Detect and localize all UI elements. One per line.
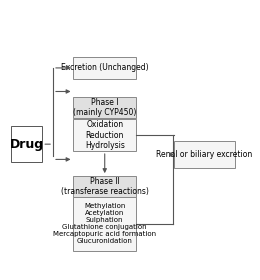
Text: Methylation
Acetylation
Sulphation
Glutathione conjugation
Mercaptopuric acid fo: Methylation Acetylation Sulphation Gluta… (53, 203, 156, 244)
FancyBboxPatch shape (74, 176, 136, 197)
FancyBboxPatch shape (74, 119, 136, 151)
Text: Phase I
(mainly CYP450): Phase I (mainly CYP450) (73, 98, 136, 117)
FancyBboxPatch shape (74, 57, 136, 79)
FancyBboxPatch shape (74, 97, 136, 118)
FancyBboxPatch shape (74, 197, 136, 251)
FancyBboxPatch shape (174, 141, 235, 168)
Text: Phase II
(transferase reactions): Phase II (transferase reactions) (61, 177, 149, 196)
Text: Drug: Drug (10, 138, 44, 151)
Text: Excretion (Unchanged): Excretion (Unchanged) (61, 64, 148, 73)
FancyBboxPatch shape (11, 126, 42, 162)
Text: Oxidation
Reduction
Hydrolysis: Oxidation Reduction Hydrolysis (85, 120, 125, 150)
Text: Renal or biliary excretion: Renal or biliary excretion (156, 150, 253, 159)
